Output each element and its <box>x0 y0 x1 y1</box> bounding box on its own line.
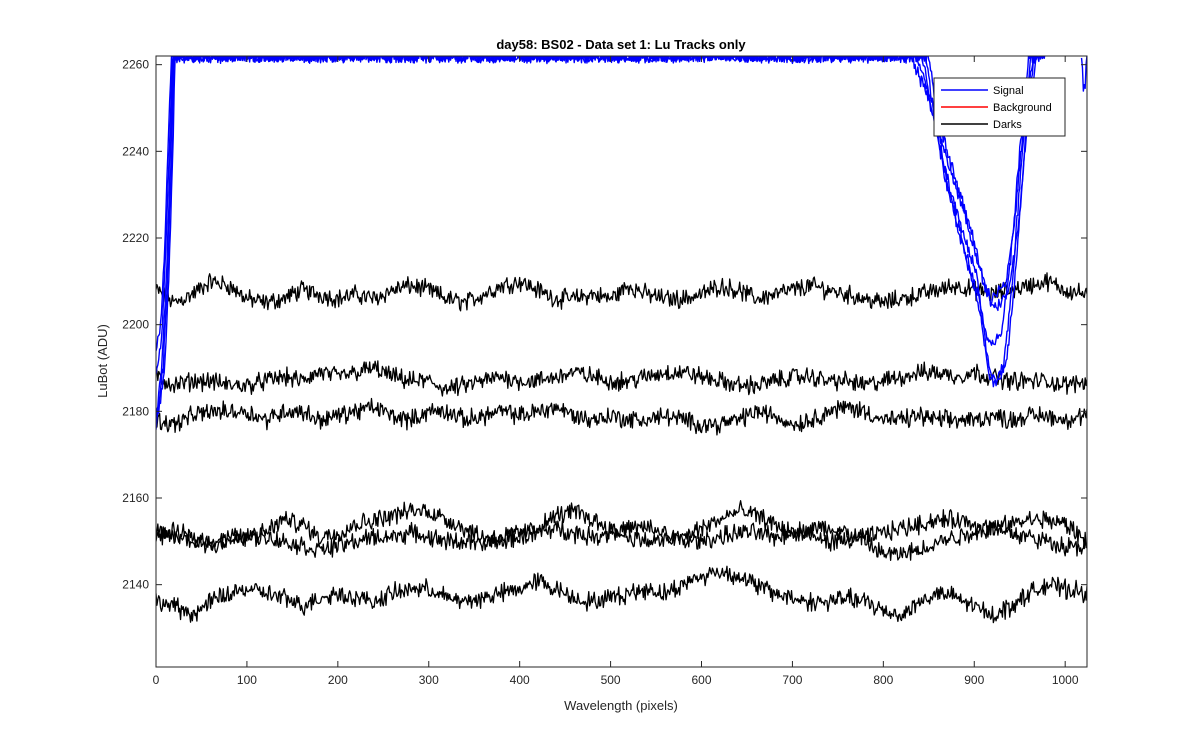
x-axis-label: Wavelength (pixels) <box>564 698 678 713</box>
x-tick-label: 300 <box>419 673 439 687</box>
x-tick-label: 400 <box>510 673 530 687</box>
x-tick-label: 1000 <box>1052 673 1079 687</box>
x-tick-label: 600 <box>691 673 711 687</box>
x-tick-label: 800 <box>873 673 893 687</box>
darks-line-2 <box>156 360 1087 397</box>
y-tick-label: 2200 <box>122 318 149 332</box>
x-tick-label: 900 <box>964 673 984 687</box>
x-tick-label: 0 <box>153 673 160 687</box>
signal-line-6 <box>1080 56 1087 92</box>
y-tick-label: 2160 <box>122 491 149 505</box>
plot-area <box>156 56 1087 667</box>
darks-line-5 <box>156 519 1087 561</box>
darks-line-6 <box>156 565 1087 624</box>
darks-line-4 <box>156 500 1087 554</box>
x-tick-label: 700 <box>782 673 802 687</box>
x-tick-label: 500 <box>601 673 621 687</box>
legend-label-signal: Signal <box>993 85 1024 97</box>
x-axis: 0 100 200 300 400 500 600 700 800 900 1000 <box>153 56 1079 687</box>
series-layer <box>156 56 1087 624</box>
y-tick-label: 2220 <box>122 231 149 245</box>
signal-line-5 <box>156 56 1035 430</box>
y-tick-label: 2140 <box>122 578 149 592</box>
darks-line-1 <box>156 272 1087 312</box>
axes-box <box>155 55 1088 668</box>
x-tick-label: 200 <box>328 673 348 687</box>
legend-label-background: Background <box>993 102 1052 114</box>
legend: Signal Background Darks <box>933 77 1066 137</box>
y-tick-label: 2240 <box>122 144 149 158</box>
chart-title: day58: BS02 - Data set 1: Lu Tracks only <box>496 37 746 52</box>
legend-label-darks: Darks <box>993 119 1022 131</box>
x-tick-label: 100 <box>237 673 257 687</box>
darks-line-3 <box>156 397 1087 436</box>
y-tick-label: 2260 <box>122 58 149 72</box>
y-axis: 2140 2160 2180 2200 2220 2240 2260 <box>122 58 1087 592</box>
y-tick-label: 2180 <box>122 404 149 418</box>
y-axis-label: LuBot (ADU) <box>95 324 110 398</box>
